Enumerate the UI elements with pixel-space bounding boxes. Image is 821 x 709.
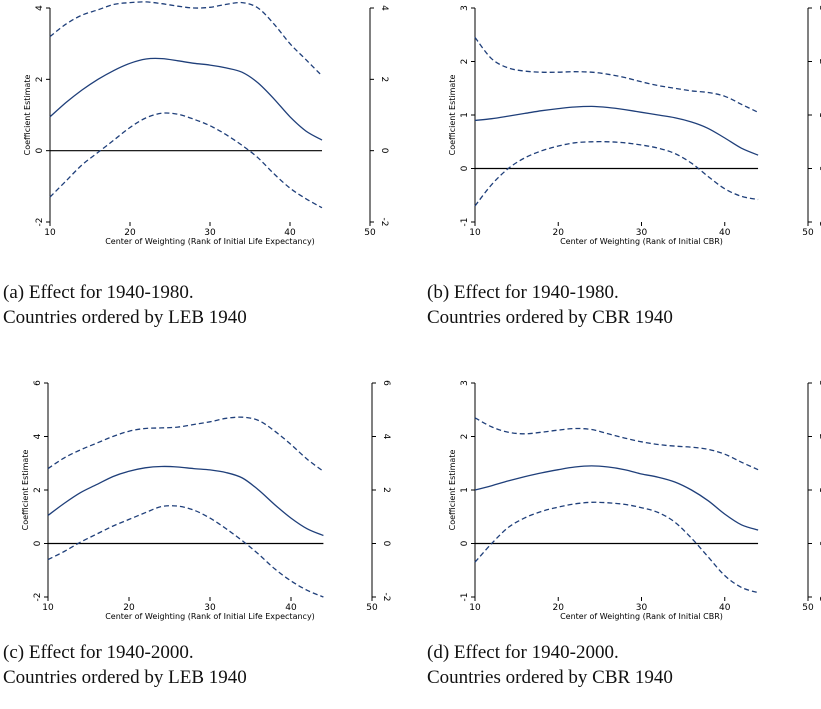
caption-b-line1: (b) Effect for 1940-1980.	[427, 282, 619, 303]
x-axis-label: Center of Weighting (Rank of Initial Lif…	[105, 237, 315, 246]
y-tick-label-left: 2	[460, 59, 470, 65]
panel-a: -2 -2 0 0 2 2 4 4 10 20 30 40 50 Center of Weighting …	[0, 0, 410, 345]
y-tick-label-left: -1	[460, 593, 470, 602]
x-tick-label: 50	[364, 228, 376, 238]
x-tick-label: 20	[553, 228, 565, 238]
x-axis-label: Center of Weighting (Rank of Initial CBR…	[560, 612, 723, 621]
y-tick-label-left: -1	[460, 218, 470, 227]
x-axis-label: Center of Weighting (Rank of Initial Lif…	[105, 612, 315, 621]
x-tick-label: 40	[719, 228, 731, 238]
y-tick-label-right: 1	[817, 112, 821, 118]
chart-c: -2 -2 0 0 2 2 4 4 6 6 10 20 30 40 50 Center of Weightin…	[21, 380, 391, 621]
y-tick-label-left: 2	[33, 487, 43, 493]
y-tick-label-right: 0	[817, 541, 821, 547]
y-tick-label-right: -1	[817, 218, 821, 227]
y-tick-label-left: -2	[35, 218, 45, 227]
y-tick-label-left: 1	[460, 487, 470, 493]
y-tick-label-left: 0	[35, 148, 45, 154]
x-tick-label: 20	[553, 603, 565, 613]
x-tick-label: 50	[802, 228, 814, 238]
y-tick-label-left: 4	[35, 5, 45, 11]
y-tick-label-left: 4	[33, 433, 43, 439]
y-tick-label-right: 2	[817, 59, 821, 65]
y-tick-label-left: 0	[460, 540, 470, 546]
y-tick-label-left: 6	[33, 380, 43, 386]
x-tick-label: 50	[366, 603, 378, 613]
x-tick-label: 30	[204, 603, 216, 613]
y-tick-label-right: 0	[381, 541, 391, 547]
estimate-line	[47, 465, 324, 537]
y-tick-label-right: 4	[379, 5, 389, 11]
y-tick-label-left: 3	[460, 380, 470, 386]
y-axis-label: Coefficient Estimate	[23, 75, 32, 156]
lower-bound-line	[474, 141, 759, 207]
x-tick-label: 50	[802, 603, 814, 613]
panel-d: -1 -1 0 0 1 1 2 2 3 3 10 20 30 40 50 Center of Weightin…	[420, 375, 821, 709]
x-tick-label: 10	[44, 228, 56, 238]
y-tick-label-right: 0	[817, 166, 821, 172]
upper-bound-line	[49, 1, 323, 77]
x-tick-label: 40	[285, 603, 297, 613]
y-tick-label-right: 2	[379, 76, 389, 82]
x-tick-label: 20	[124, 228, 136, 238]
caption-b: (b) Effect for 1940-1980. Countries orde…	[427, 280, 673, 330]
x-tick-label: 10	[469, 603, 481, 613]
y-axis-label: Coefficient Estimate	[448, 75, 457, 156]
y-tick-label-right: 2	[381, 487, 391, 493]
upper-bound-line	[47, 416, 324, 472]
x-tick-label: 10	[42, 603, 54, 613]
estimate-line	[474, 105, 759, 156]
caption-c-line2: Countries ordered by LEB 1940	[3, 667, 247, 688]
y-axis-label: Coefficient Estimate	[21, 450, 30, 531]
caption-a-line1: (a) Effect for 1940-1980.	[3, 282, 194, 303]
x-axis-label: Center of Weighting (Rank of Initial CBR…	[560, 237, 723, 246]
chart-d: -1 -1 0 0 1 1 2 2 3 3 10 20 30 40 50 Center of Weightin…	[448, 380, 821, 621]
y-tick-label-right: 6	[381, 380, 391, 386]
caption-a: (a) Effect for 1940-1980. Countries orde…	[3, 280, 247, 330]
x-tick-label: 30	[204, 228, 216, 238]
caption-d: (d) Effect for 1940-2000. Countries orde…	[427, 640, 673, 690]
upper-bound-line	[474, 37, 759, 113]
lower-bound-line	[49, 112, 323, 209]
caption-c-line1: (c) Effect for 1940-2000.	[3, 642, 194, 663]
panel-b: -1 -1 0 0 1 1 2 2 3 3 10 20 30 40 50 Center of Weightin…	[420, 0, 821, 345]
y-tick-label-left: 0	[460, 165, 470, 171]
caption-c: (c) Effect for 1940-2000. Countries orde…	[3, 640, 247, 690]
estimate-line	[474, 465, 759, 531]
y-tick-label-right: 0	[379, 148, 389, 154]
y-tick-label-right: 4	[381, 434, 391, 440]
estimate-line	[49, 57, 323, 141]
y-tick-label-right: 3	[817, 5, 821, 11]
caption-d-line1: (d) Effect for 1940-2000.	[427, 642, 619, 663]
lower-bound-line	[47, 505, 324, 598]
y-tick-label-right: -2	[381, 593, 391, 602]
y-tick-label-left: 1	[460, 112, 470, 118]
chart-a: -2 -2 0 0 2 2 4 4 10 20 30 40 50 Center of Weighting …	[23, 1, 389, 246]
y-tick-label-left: 0	[33, 540, 43, 546]
lower-bound-line	[474, 501, 759, 594]
y-tick-label-right: -2	[379, 218, 389, 227]
y-axis-label: Coefficient Estimate	[448, 450, 457, 531]
x-tick-label: 20	[123, 603, 135, 613]
x-tick-label: 30	[636, 603, 648, 613]
y-tick-label-right: 1	[817, 487, 821, 493]
x-tick-label: 30	[636, 228, 648, 238]
upper-bound-line	[474, 417, 759, 471]
x-tick-label: 10	[469, 228, 481, 238]
x-tick-label: 40	[719, 603, 731, 613]
y-tick-label-left: 3	[460, 5, 470, 11]
caption-d-line2: Countries ordered by CBR 1940	[427, 667, 673, 688]
chart-b: -1 -1 0 0 1 1 2 2 3 3 10 20 30 40 50 Center of Weightin…	[448, 5, 821, 246]
y-tick-label-left: -2	[33, 593, 43, 602]
x-tick-label: 40	[284, 228, 296, 238]
caption-a-line2: Countries ordered by LEB 1940	[3, 307, 247, 328]
panel-c: -2 -2 0 0 2 2 4 4 6 6 10 20 30 40 50 Center of Weightin…	[0, 375, 410, 709]
y-tick-label-left: 2	[460, 434, 470, 440]
caption-b-line2: Countries ordered by CBR 1940	[427, 307, 673, 328]
y-tick-label-right: 3	[817, 380, 821, 386]
y-tick-label-right: -1	[817, 593, 821, 602]
y-tick-label-right: 2	[817, 434, 821, 440]
y-tick-label-left: 2	[35, 76, 45, 82]
